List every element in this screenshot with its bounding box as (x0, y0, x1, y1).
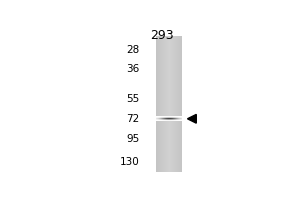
Text: 36: 36 (127, 64, 140, 74)
Text: 28: 28 (127, 45, 140, 55)
Text: 72: 72 (127, 114, 140, 124)
Text: 293: 293 (150, 29, 174, 42)
Text: 130: 130 (120, 157, 140, 167)
Polygon shape (188, 114, 196, 123)
Text: 95: 95 (127, 134, 140, 144)
Text: 55: 55 (127, 94, 140, 104)
